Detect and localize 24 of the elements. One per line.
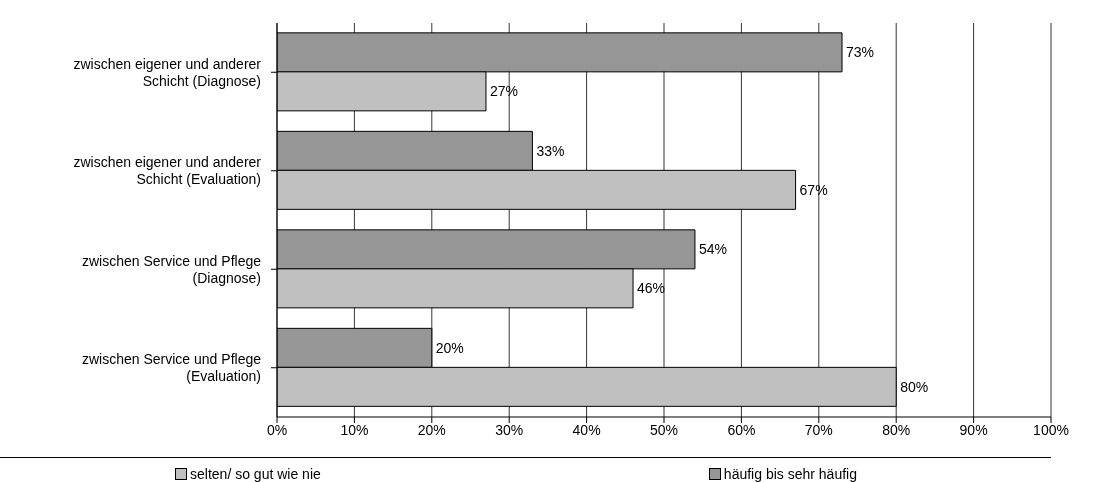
data-label: 54% [698, 241, 727, 258]
y-tick-label: zwischen eigener und anderer Schicht (Evaluation) [73, 154, 262, 188]
x-tick-label: 100% [1033, 421, 1069, 438]
x-tick-label: 50% [649, 421, 679, 438]
x-tick-label: 30% [495, 421, 524, 438]
data-label: 73% [846, 44, 875, 61]
x-tick-label: 10% [340, 421, 369, 438]
x-tick-label: 70% [804, 421, 833, 438]
y-tick-label: zwischen Service und Pflege (Evaluation) [82, 351, 262, 385]
data-label: 46% [637, 280, 666, 297]
x-tick-label: 90% [959, 421, 988, 438]
x-tick-label: 80% [882, 421, 911, 438]
x-tick-label: 0% [266, 421, 288, 438]
x-tick-label: 60% [727, 421, 756, 438]
x-tick-label: 20% [417, 421, 446, 438]
data-label: 27% [489, 83, 519, 100]
y-tick-label: zwischen eigener und anderer Schicht (Diagnose) [73, 55, 262, 89]
data-label: 80% [900, 378, 929, 395]
data-label: 33% [536, 142, 565, 159]
legend-label: selten/ so gut wie nie [189, 466, 321, 482]
y-tick-label: zwischen Service und Pflege (Diagnose) [82, 252, 262, 286]
x-tick-label: 40% [572, 421, 601, 438]
data-label: 20% [435, 339, 464, 356]
legend-label: häufig bis sehr häufig [722, 466, 857, 482]
